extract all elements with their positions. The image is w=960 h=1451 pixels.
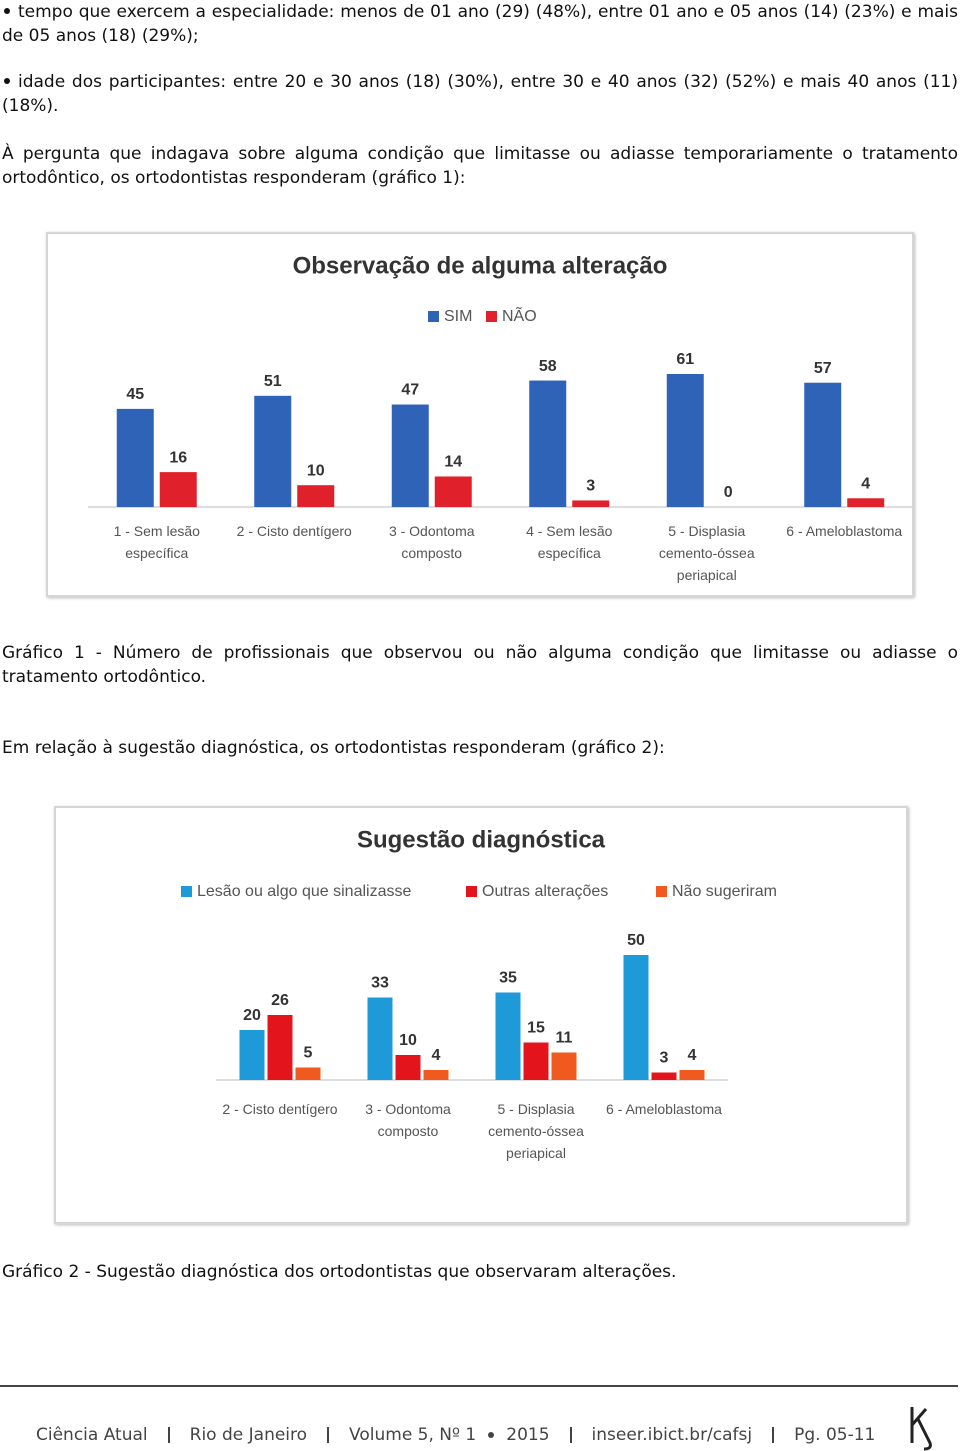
x-tick-label: 3 - Odontoma composto	[365, 1101, 451, 1139]
bullet: idade dos participantes: entre 20 e 30 a…	[2, 72, 958, 116]
legend-label: NÃO	[502, 305, 537, 325]
data-label: 3	[586, 478, 595, 495]
x-tick-label: 3 - Odontoma composto	[388, 523, 475, 561]
bar	[434, 476, 472, 507]
separator	[167, 1427, 170, 1443]
bar	[529, 380, 567, 507]
footer-item: Ciência Atual	[36, 1425, 148, 1445]
x-tick-label: 6 - Ameloblastoma	[786, 523, 903, 539]
bar	[847, 498, 885, 507]
bar	[551, 1052, 577, 1080]
x-tick-label: 6 - Ameloblastoma	[606, 1101, 722, 1117]
legend-swatch	[428, 311, 439, 322]
bar	[572, 500, 610, 507]
x-tick-label: 1 - Sem lesão específica	[113, 523, 200, 561]
legend-swatch	[656, 886, 667, 897]
data-label: 20	[243, 1007, 261, 1024]
bullet: tempo que exercem a especialidade: menos…	[2, 2, 958, 46]
data-label: 4	[861, 475, 870, 492]
bar	[666, 374, 704, 507]
bar	[295, 1067, 321, 1080]
footer: Ciência Atual Rio de Janeiro Volume 5, N…	[0, 1385, 958, 1451]
footer-row: Ciência Atual Rio de Janeiro Volume 5, N…	[36, 1425, 875, 1445]
separator	[327, 1427, 330, 1443]
logo	[910, 1407, 932, 1451]
bar	[804, 382, 842, 507]
caption: Gráfico 1 - Número de profissionais que …	[2, 643, 958, 687]
paragraph: Em relação à sugestão diagnóstica, os or…	[2, 738, 665, 758]
chart: Sugestão diagnóstica Lesão ou algo que si…	[54, 806, 908, 1224]
x-tick-label: 4 - Sem lesão específica	[526, 523, 613, 561]
separator	[772, 1427, 775, 1443]
data-label: 16	[169, 449, 187, 466]
data-label: 15	[527, 1020, 545, 1037]
footer-item: 2015	[506, 1425, 550, 1445]
bar	[159, 472, 197, 507]
legend-label: Não sugeriram	[672, 883, 777, 900]
bar	[267, 1015, 293, 1080]
data-label: 50	[627, 932, 645, 949]
data-label: 58	[539, 358, 557, 375]
data-label: 14	[444, 454, 462, 471]
data-label: 10	[307, 462, 325, 479]
data-label: 11	[556, 1030, 573, 1047]
bar	[391, 404, 429, 507]
bar	[623, 955, 649, 1080]
legend-swatch	[466, 886, 477, 897]
paragraph: À pergunta que indagava sobre alguma con…	[2, 144, 958, 188]
legend-label: Lesão ou algo que sinalizasse	[197, 883, 411, 900]
bar	[651, 1072, 677, 1080]
legend-label: SIM	[444, 308, 472, 325]
data-label: 47	[401, 382, 419, 399]
chart-title: Observação de alguma alteração	[293, 252, 668, 279]
data-label: 33	[371, 975, 389, 992]
x-tick-label: 5 - Displasia cemento-óssea periapical	[658, 523, 755, 583]
bar	[239, 1030, 265, 1080]
data-label: 0	[724, 484, 733, 501]
separator	[569, 1427, 572, 1443]
footer-item: inseer.ibict.br/cafsj	[591, 1425, 753, 1445]
chart-title: Sugestão diagnóstica	[357, 826, 606, 853]
caption: Gráfico 2 - Sugestão diagnóstica dos ort…	[2, 1262, 677, 1282]
data-label: 3	[660, 1050, 669, 1067]
x-tick-label: 2 - Cisto dentígero	[222, 1101, 338, 1117]
data-label: 57	[814, 360, 832, 377]
footer-item: Rio de Janeiro	[189, 1425, 308, 1445]
data-label: 61	[676, 351, 694, 368]
bar	[254, 395, 292, 507]
bar	[116, 408, 154, 507]
bar	[523, 1042, 549, 1080]
data-label: 51	[264, 373, 282, 390]
bar	[679, 1070, 705, 1080]
legend-swatch	[486, 311, 497, 322]
legend-swatch	[181, 886, 192, 897]
x-tick-label: 2 - Cisto dentígero	[236, 523, 352, 539]
footer-item: Pg. 05-11	[794, 1425, 876, 1445]
bar	[423, 1070, 449, 1080]
data-label: 4	[688, 1047, 697, 1064]
bar	[495, 992, 521, 1080]
data-label: 35	[499, 970, 517, 987]
data-label: 5	[304, 1045, 313, 1062]
data-label: 4	[432, 1047, 441, 1064]
legend-label: Outras alterações	[482, 883, 608, 900]
chart-svg: Sugestão diagnóstica Lesão ou algo que si…	[181, 826, 777, 1081]
bar	[297, 485, 335, 507]
chart: Observação de alguma alteração SIM NÃO 45 16…	[46, 232, 914, 597]
footer-item: Volume 5, Nº 1	[349, 1425, 477, 1445]
data-label: 45	[126, 386, 144, 403]
separator	[488, 1432, 495, 1438]
bar	[395, 1055, 421, 1080]
bar	[367, 997, 393, 1080]
data-label: 10	[399, 1032, 417, 1049]
data-label: 26	[271, 992, 289, 1009]
x-tick-label: 5 - Displasia cemento-óssea periapical	[488, 1101, 584, 1161]
